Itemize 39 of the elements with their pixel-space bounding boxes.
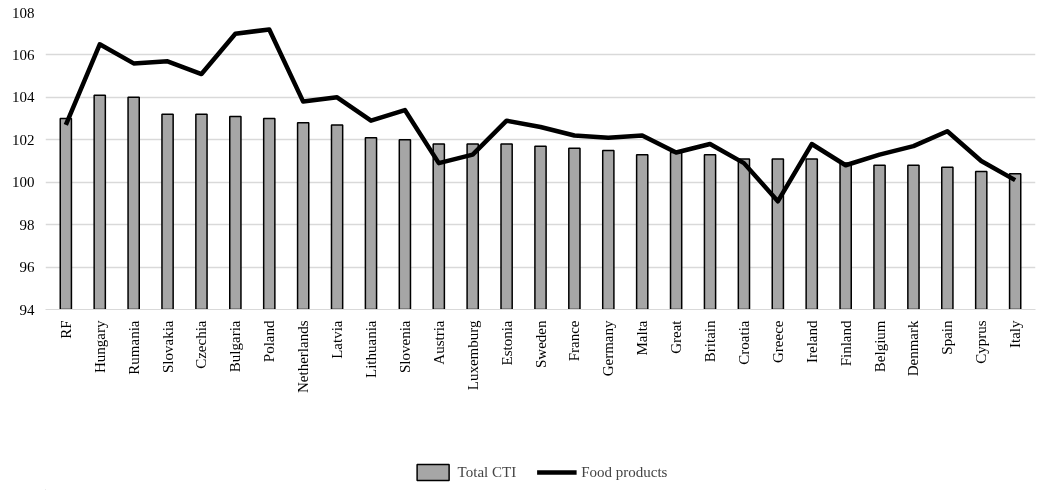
y-tick-label: 108 [12,4,35,21]
x-tick-label: Bulgaria [227,320,244,373]
x-tick-label: Luxemburg [464,320,481,391]
x-tick-label: Austria [430,320,447,365]
x-tick-label: Sweden [532,320,549,368]
x-tick-label: Slovakia [159,320,176,373]
x-tick-label: Great [668,319,685,354]
x-tick-label: Greece [769,320,786,363]
x-tick-label: Hungary [91,320,108,373]
x-tick-label: Latvia [329,320,346,359]
x-tick-label: Spain [939,320,956,355]
x-tick-label: Slovenia [396,320,413,373]
x-tick-label: RF [57,320,74,339]
x-tick-label: Malta [634,320,651,356]
x-tick-label: Poland [261,320,278,363]
x-tick-label: Cyprus [973,320,990,364]
x-tick-label: Netherlands [295,320,312,393]
x-tick-label: Denmark [905,320,922,377]
x-tick-label: Britain [702,320,719,363]
y-tick-label: 96 [19,259,35,276]
x-tick-label: Ireland [803,320,820,363]
y-tick-label: 100 [12,174,35,191]
y-tick-label: 94 [19,301,35,318]
y-tick-label: 106 [12,46,35,63]
y-tick-label: 98 [19,216,35,233]
legend-label: Total CTI [457,463,517,481]
x-tick-label: Czechia [193,320,210,369]
x-tick-label: Italy [1007,320,1024,348]
x-tick-label: Germany [600,320,617,377]
x-tick-label: Estonia [498,320,515,366]
x-tick-label: Croatia [735,320,752,365]
y-tick-label: 104 [12,89,35,106]
y-tick-label: 102 [12,131,35,148]
x-tick-label: Rumania [125,320,142,375]
x-tick-label: France [566,320,583,362]
x-tick-label: Finland [837,320,854,367]
x-tick-label: Lithuania [362,320,379,378]
legend-label: Food products [581,463,668,481]
x-tick-label: Belgium [871,320,888,373]
